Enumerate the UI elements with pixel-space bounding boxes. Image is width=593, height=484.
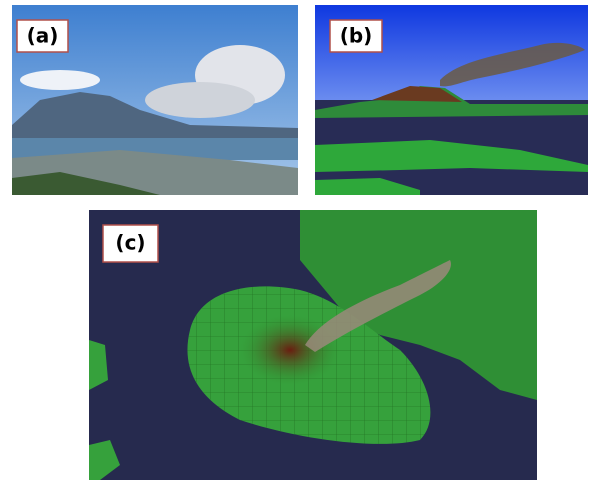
label-box: [16, 19, 69, 53]
label-box: [329, 19, 383, 53]
terrain: [89, 440, 120, 480]
terrain: [300, 210, 537, 400]
terrain: [315, 140, 588, 172]
terrain: [89, 340, 108, 390]
plume: [440, 42, 585, 87]
panel-a: (a): [12, 5, 298, 195]
plume: [305, 260, 451, 352]
label-box: [102, 224, 159, 263]
terrain: [315, 86, 588, 118]
volcano: [372, 86, 462, 102]
mountain: [12, 92, 298, 140]
terrain: [315, 178, 420, 195]
plume: [145, 82, 255, 118]
trees: [12, 172, 160, 195]
panel-label: (b): [340, 24, 373, 48]
panel-b: (b): [315, 5, 588, 195]
cloud: [20, 70, 100, 90]
panel-c: (c): [89, 210, 537, 480]
panel-label: (a): [27, 24, 59, 48]
panel-label: (c): [115, 231, 145, 255]
